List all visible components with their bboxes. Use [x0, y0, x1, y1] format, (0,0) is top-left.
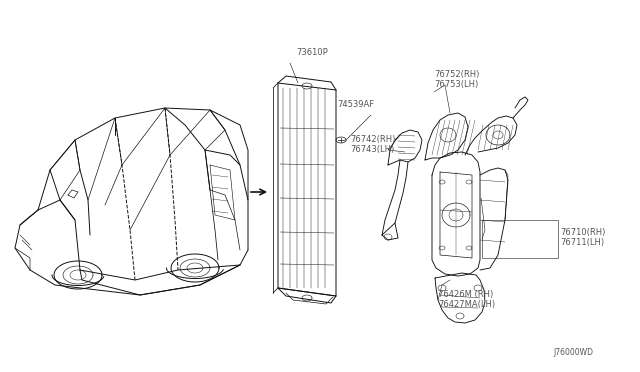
Text: 76742(RH)
76743(LH): 76742(RH) 76743(LH) — [350, 135, 396, 154]
Text: 76752(RH)
76753(LH): 76752(RH) 76753(LH) — [434, 70, 479, 89]
Text: 74539AF: 74539AF — [337, 100, 374, 109]
Text: 76426M (RH)
76427MA(LH): 76426M (RH) 76427MA(LH) — [438, 290, 495, 310]
Text: 73610P: 73610P — [296, 48, 328, 57]
Text: 76710(RH)
76711(LH): 76710(RH) 76711(LH) — [560, 228, 605, 247]
Text: J76000WD: J76000WD — [553, 348, 593, 357]
